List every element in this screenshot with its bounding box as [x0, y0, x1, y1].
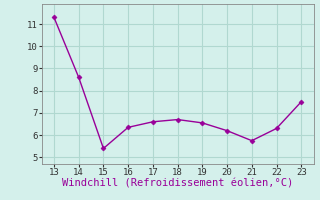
X-axis label: Windchill (Refroidissement éolien,°C): Windchill (Refroidissement éolien,°C)	[62, 179, 293, 189]
